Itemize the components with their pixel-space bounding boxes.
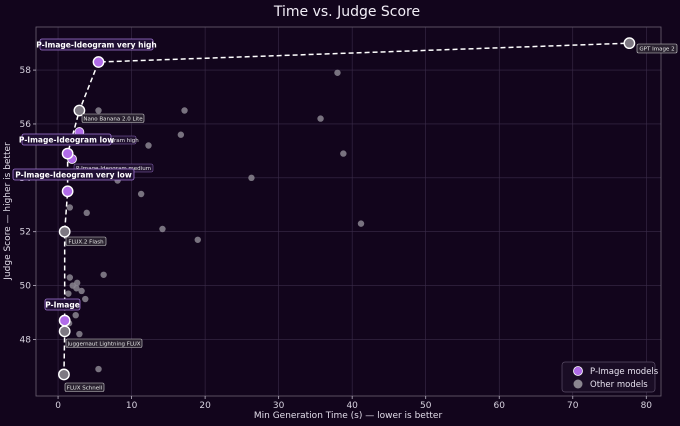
x-tick-label: 50 (420, 401, 432, 411)
frontier-point (58, 368, 70, 381)
annotation: P-Image-Ideogram low (19, 133, 114, 146)
x-tick-label: 60 (494, 401, 506, 411)
annotations: P-Image-Ideogram very high GPT Image 2 N… (12, 38, 678, 392)
x-tick-label: 0 (55, 401, 61, 411)
svg-text:Juggernaut Lightning FLUX: Juggernaut Lightning FLUX (66, 342, 140, 348)
legend-label-other: Other models (590, 380, 648, 390)
other-model-point (65, 290, 72, 297)
other-model-point (248, 174, 255, 182)
frontier-point (58, 225, 71, 238)
frontier-point (58, 325, 71, 338)
other-model-point (73, 279, 81, 287)
legend-marker-other (573, 379, 583, 389)
x-axis-label: Min Generation Time (s) — lower is bette… (254, 411, 443, 421)
annotation: P-Image-Ideogram very low (12, 168, 135, 181)
x-axis-ticks: 0 10 20 30 40 50 60 70 80 (55, 396, 652, 411)
other-model-point (159, 225, 166, 233)
other-model-point (72, 311, 79, 319)
other-model-point (137, 190, 145, 198)
other-model-point (194, 236, 201, 243)
chart-title: Time vs. Judge Score (273, 4, 420, 20)
other-model-point (181, 107, 188, 114)
svg-text:GPT Image 2: GPT Image 2 (639, 47, 674, 53)
legend: P-Image models Other models (561, 361, 659, 393)
other-model-point (82, 295, 89, 303)
other-model-point (95, 107, 102, 114)
svg-text:FLUX Schnell: FLUX Schnell (67, 386, 103, 392)
other-model-point (340, 150, 347, 157)
other-model-point (177, 131, 185, 138)
x-tick-label: 70 (567, 401, 579, 411)
legend-label-p-image: P-Image models (590, 367, 659, 377)
grid-lines (36, 27, 661, 396)
frontier-point (61, 147, 74, 160)
other-model-point (334, 69, 341, 76)
x-tick-label: 80 (641, 401, 653, 411)
other-model-point (357, 220, 365, 227)
y-tick-label: 48 (20, 335, 32, 345)
frontier-point (58, 314, 71, 327)
other-model-point (66, 274, 74, 281)
other-model-point (76, 330, 83, 338)
legend-box (561, 361, 656, 393)
pareto-frontier-line (63, 42, 630, 375)
y-axis-label: Judge Score — higher is better (3, 142, 13, 281)
other-model-point (66, 204, 74, 211)
annotation: GPT Image 2 (636, 43, 678, 54)
annotation: P-Image (44, 298, 81, 311)
other-model-point (317, 115, 324, 122)
svg-text:P-Image-Ideogram very low: P-Image-Ideogram very low (15, 171, 132, 180)
frontier-point (623, 37, 636, 50)
svg-text:P-Image: P-Image (45, 301, 80, 310)
other-model-point (100, 271, 107, 278)
y-tick-label: 56 (20, 120, 32, 130)
svg-text:P-Image-Ideogram very high: P-Image-Ideogram very high (36, 41, 156, 50)
svg-text:P-Image-Ideogram low: P-Image-Ideogram low (19, 136, 114, 145)
x-tick-label: 10 (126, 401, 138, 411)
annotation: FLUX Schnell (64, 382, 105, 392)
y-tick-label: 58 (20, 66, 32, 76)
svg-text:Nano Banana 2.0 Lite: Nano Banana 2.0 Lite (83, 117, 143, 123)
other-model-point (145, 142, 152, 149)
frontier-point (61, 185, 74, 198)
annotation: Juggernaut Lightning FLUX (65, 338, 143, 348)
annotation: FLUX.2 Flash (65, 236, 107, 246)
x-tick-label: 20 (199, 401, 211, 411)
legend-marker-p-image (573, 366, 583, 376)
x-tick-label: 30 (273, 401, 285, 411)
other-model-point (78, 287, 85, 295)
annotation: Nano Banana 2.0 Lite (81, 113, 145, 123)
other-model-point (95, 365, 102, 373)
y-tick-label: 50 (20, 282, 32, 292)
plot-frame (35, 26, 662, 397)
annotation: P-Image-Ideogram very high (36, 38, 157, 51)
frontier-point (92, 56, 105, 68)
frontier-points (58, 37, 636, 381)
frontier-point (73, 104, 86, 117)
other-model-point (83, 209, 90, 217)
svg-text:FLUX.2 Flash: FLUX.2 Flash (68, 240, 104, 246)
x-tick-label: 40 (346, 401, 358, 411)
y-tick-label: 52 (20, 228, 31, 238)
